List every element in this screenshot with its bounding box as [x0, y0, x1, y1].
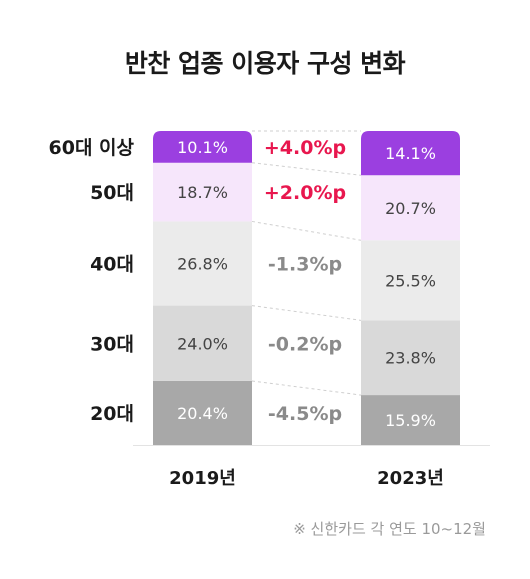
change-label: +2.0%p	[264, 182, 346, 204]
connector-line-40대	[251, 220, 362, 241]
data-label: 26.8%	[177, 255, 228, 274]
category-label: 2023년	[377, 468, 444, 489]
series-label: 40대	[90, 254, 134, 276]
connector-line-20대	[251, 380, 362, 396]
series-label: 30대	[90, 333, 134, 355]
change-label: -1.3%p	[268, 254, 342, 276]
data-label: 14.1%	[385, 144, 436, 163]
data-label: 25.5%	[385, 271, 436, 290]
data-label: 23.8%	[385, 349, 436, 368]
source-note: ※ 신한카드 각 연도 10~12월	[293, 520, 486, 538]
data-label: 20.4%	[177, 404, 228, 423]
data-label: 24.0%	[177, 334, 228, 353]
bar-segment	[153, 131, 252, 163]
series-label: 60대 이상	[49, 137, 135, 159]
bar-segment	[153, 305, 252, 381]
chart-title: 반찬 업종 이용자 구성 변화	[124, 49, 406, 78]
bar-segment	[361, 240, 460, 321]
bar-segment	[361, 395, 460, 445]
data-label: 10.1%	[177, 138, 228, 157]
connector-line-30대	[251, 305, 362, 321]
change-label: +4.0%p	[264, 137, 346, 159]
bar-segment	[153, 162, 252, 222]
bar-segment	[153, 221, 252, 306]
change-label: -4.5%p	[268, 403, 342, 425]
bar-segment	[361, 131, 460, 176]
series-label: 50대	[90, 182, 134, 204]
category-label: 2019년	[169, 468, 236, 489]
data-label: 20.7%	[385, 199, 436, 218]
data-label: 18.7%	[177, 183, 228, 202]
bar-segment	[361, 175, 460, 241]
bar-segment	[153, 380, 252, 445]
change-label: -0.2%p	[268, 333, 342, 355]
data-label: 15.9%	[385, 411, 436, 430]
series-label: 20대	[90, 403, 134, 425]
bar-segment	[361, 320, 460, 396]
connector-line-50대	[251, 162, 362, 176]
